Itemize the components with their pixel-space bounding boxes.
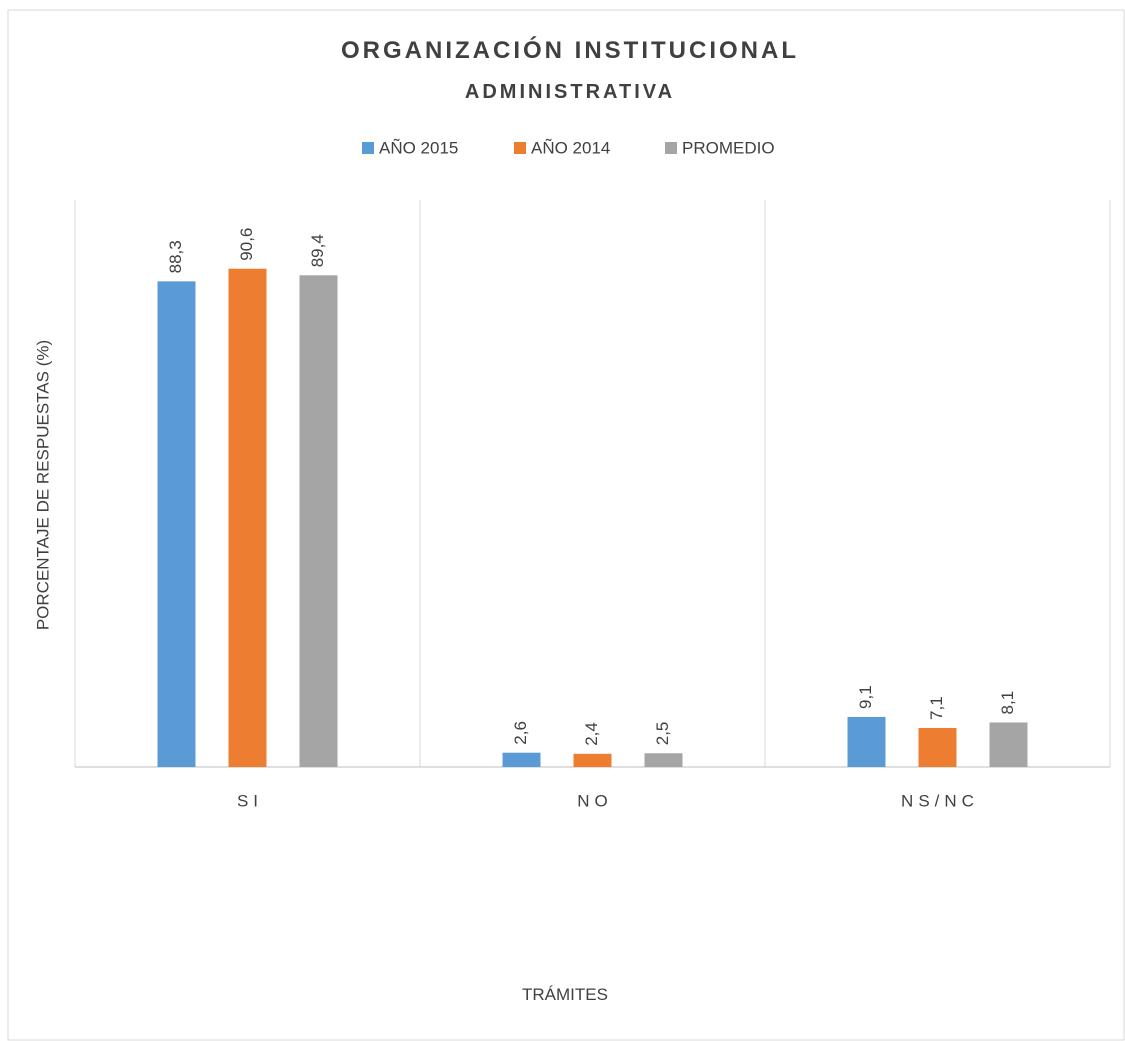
x-tick-label: NS/NC — [901, 791, 979, 810]
bar — [228, 268, 267, 767]
bar — [157, 281, 196, 767]
data-label: 90,6 — [237, 228, 256, 261]
x-tick-label: NO — [577, 791, 613, 810]
legend-label: PROMEDIO — [682, 138, 775, 157]
data-label: 2,4 — [582, 722, 601, 746]
data-label: 2,6 — [511, 721, 530, 745]
data-label: 89,4 — [308, 234, 327, 267]
y-axis-label: PORCENTAJE DE RESPUESTAS (%) — [33, 340, 52, 630]
legend-swatch — [514, 142, 526, 154]
bar — [918, 727, 957, 767]
data-label: 8,1 — [998, 691, 1017, 715]
bar — [644, 753, 683, 767]
data-label: 7,1 — [927, 696, 946, 720]
bar — [299, 275, 338, 767]
bar — [573, 753, 612, 767]
chart-subtitle: ADMINISTRATIVA — [465, 81, 675, 103]
bar — [502, 752, 541, 767]
data-label: 88,3 — [166, 240, 185, 273]
x-tick-label: SI — [237, 791, 263, 810]
x-axis-label: TRÁMITES — [522, 985, 608, 1004]
data-label: 2,5 — [653, 722, 672, 746]
legend-swatch — [362, 142, 374, 154]
bar — [847, 716, 886, 767]
chart-title: ORGANIZACIÓN INSTITUCIONAL — [341, 36, 799, 64]
data-label: 9,1 — [856, 685, 875, 709]
bar — [989, 722, 1028, 767]
legend-swatch — [665, 142, 677, 154]
legend-label: AÑO 2014 — [531, 138, 610, 157]
legend-label: AÑO 2015 — [379, 138, 458, 157]
